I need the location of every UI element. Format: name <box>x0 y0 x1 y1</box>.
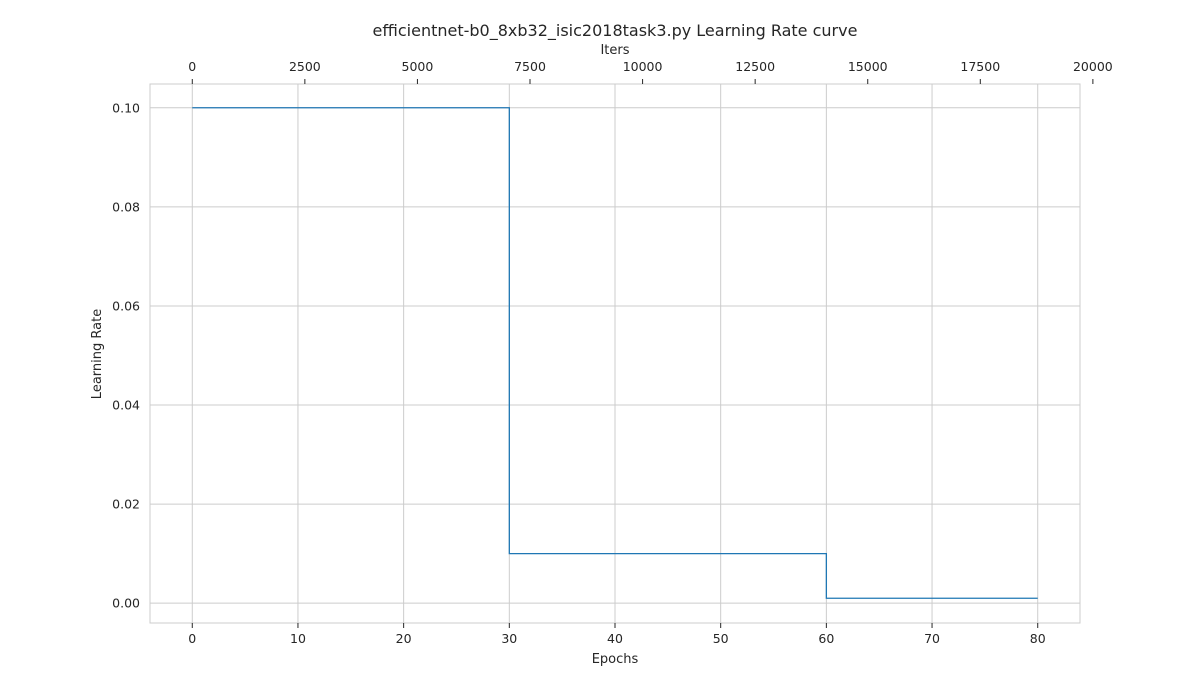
y-tick-label: 0.04 <box>112 398 140 413</box>
x-tick-label: 80 <box>1030 631 1046 646</box>
x2-tick-label: 0 <box>188 59 196 74</box>
y-tick-label: 0.08 <box>112 199 140 214</box>
x2-tick-label: 20000 <box>1073 59 1113 74</box>
x2-tick-label: 7500 <box>514 59 546 74</box>
x-tick-label: 10 <box>290 631 306 646</box>
y-axis-label: Learning Rate <box>90 309 105 399</box>
x2-tick-label: 2500 <box>289 59 321 74</box>
series-line-lr <box>192 107 1038 599</box>
chart-title: efficientnet-b0_8xb32_isic2018task3.py L… <box>373 21 858 41</box>
y-tick-label: 0.06 <box>112 298 140 313</box>
x-tick-label: 50 <box>713 631 729 646</box>
y-tick-label: 0.00 <box>112 596 140 611</box>
y-tick-label: 0.10 <box>112 100 140 115</box>
x2-tick-label: 10000 <box>623 59 663 74</box>
x-tick-label: 70 <box>924 631 940 646</box>
x2-tick-label: 12500 <box>735 59 775 74</box>
x2-tick-label: 15000 <box>848 59 888 74</box>
y-tick-label: 0.02 <box>112 497 140 512</box>
x2-tick-label: 17500 <box>960 59 1000 74</box>
x-tick-label: 0 <box>188 631 196 646</box>
x-axis-label: Epochs <box>592 652 639 667</box>
x2-tick-label: 5000 <box>402 59 434 74</box>
x-tick-label: 20 <box>396 631 412 646</box>
x-tick-label: 40 <box>607 631 623 646</box>
x-tick-label: 30 <box>501 631 517 646</box>
x2-axis-label: Iters <box>600 43 629 58</box>
grid <box>150 84 1080 623</box>
x-tick-label: 60 <box>818 631 834 646</box>
ticks: 0 10 20 30 40 50 60 70 80 0.00 0.02 0.04 0.06 0.08 0.1… <box>112 59 1113 646</box>
series-layer <box>192 107 1038 599</box>
